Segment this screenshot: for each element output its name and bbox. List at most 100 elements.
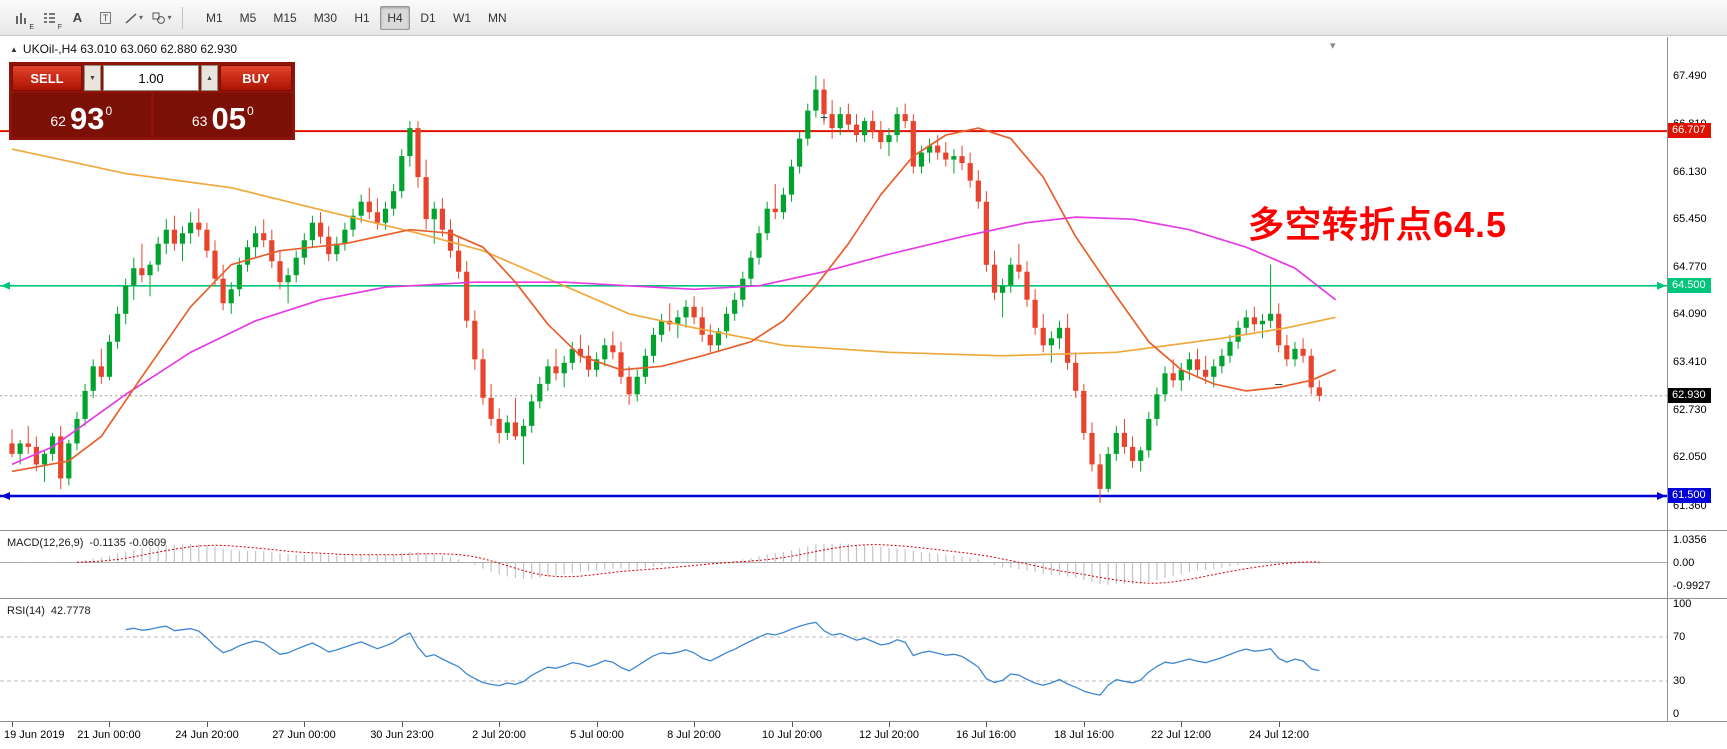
candle-body <box>293 257 299 276</box>
candle-body <box>707 334 713 346</box>
chart-marker-dash-icon[interactable]: – <box>1275 376 1283 391</box>
candle-body <box>447 229 454 251</box>
time-tick <box>402 722 403 727</box>
time-axis[interactable]: 19 Jun 2019 21 Jun 00:00 24 Jun 20:00 27 Ju… <box>0 722 1727 749</box>
candle-body <box>585 355 592 370</box>
textbox-tool-icon[interactable]: T <box>92 5 119 31</box>
candle-body <box>488 397 494 419</box>
time-axis-label: 10 Jul 20:00 <box>762 729 822 741</box>
candle-body <box>659 320 665 335</box>
chart-shift-marker-icon[interactable]: ▾ <box>1330 40 1336 52</box>
timeframe-H1[interactable]: H1 <box>354 10 370 25</box>
candle-body <box>407 128 413 157</box>
price-axis-label: 65.450 <box>1673 213 1707 226</box>
sell-price-prefix: 62 <box>50 113 66 129</box>
candles-group <box>9 75 1322 503</box>
chart-annotation-text[interactable]: 多空转折点64.5 <box>1248 204 1508 245</box>
candle-body <box>642 355 648 377</box>
candle-body <box>1170 373 1176 381</box>
time-tick <box>12 722 13 727</box>
candle-body <box>788 166 795 195</box>
candle-body <box>236 264 242 290</box>
candle-body <box>845 114 851 125</box>
candle-body <box>301 240 307 258</box>
macd-indicator-panel[interactable] <box>0 532 1667 598</box>
candle-body <box>366 201 372 213</box>
candle-body <box>25 443 31 447</box>
candle-body <box>1316 387 1322 396</box>
trendline-tool-icon[interactable]: ▾ <box>120 5 147 31</box>
candle-body <box>58 436 64 479</box>
candle-body <box>147 264 153 276</box>
panel-separator[interactable] <box>0 598 1727 599</box>
candle-body <box>545 366 551 384</box>
timeframe-W1[interactable]: W1 <box>453 10 472 25</box>
candle-body <box>1024 271 1030 300</box>
panel-separator[interactable] <box>0 530 1727 531</box>
candle-body <box>772 208 778 213</box>
volume-input[interactable]: 1.00 <box>103 65 199 91</box>
timeframe-D1[interactable]: D1 <box>420 10 436 25</box>
timeframe-MN[interactable]: MN <box>488 10 507 25</box>
timeframe-M15[interactable]: M15 <box>273 10 297 25</box>
buy-button[interactable]: BUY <box>220 65 292 91</box>
rsi-indicator-panel[interactable] <box>0 600 1667 721</box>
macd-axis-label: 1.0356 <box>1673 534 1707 546</box>
chart-marker-plus-icon[interactable]: + <box>820 110 828 125</box>
candle-body <box>399 156 405 192</box>
candle-body <box>358 201 364 216</box>
candle-body <box>50 436 56 454</box>
candle-body <box>334 243 340 255</box>
time-tick <box>694 722 695 727</box>
candle-body <box>675 317 681 325</box>
candle-body <box>74 418 80 444</box>
candle-body <box>1235 327 1241 342</box>
timeframe-M1[interactable]: M1 <box>206 10 223 25</box>
price-axis-label: 63.410 <box>1673 356 1707 369</box>
price-badge-64.500: 64.500 <box>1668 277 1711 293</box>
price-badge-66.707: 66.707 <box>1668 123 1711 139</box>
buy-price-display[interactable]: 63 05 0 <box>153 93 292 137</box>
sell-price-main: 93 <box>69 101 105 136</box>
candle-body <box>732 299 738 314</box>
macd-values: -0.1135 -0.0609 <box>89 537 167 549</box>
sell-price-display[interactable]: 62 93 0 <box>12 93 151 137</box>
timeframe-M5[interactable]: M5 <box>239 10 257 25</box>
bar-chart-icon[interactable]: E <box>8 5 35 31</box>
candle-body <box>131 268 137 286</box>
candle-body <box>878 131 884 143</box>
volume-down-button[interactable]: ▼ <box>84 65 101 91</box>
price-axis-label: 62.050 <box>1673 451 1707 464</box>
macd-name: MACD(12,26,9) <box>7 537 84 549</box>
candle-body <box>285 275 291 283</box>
candle-body <box>504 422 510 433</box>
candle-body <box>188 222 194 234</box>
candle-body <box>33 446 39 465</box>
ma-fast-redorange <box>11 127 1336 473</box>
text-tool-icon[interactable]: A <box>72 10 83 25</box>
sell-price-sup: 0 <box>105 104 113 118</box>
rsi-axis-label: 0 <box>1673 708 1680 720</box>
shapes-tool-icon[interactable]: ▾ <box>148 5 175 31</box>
panel-separator[interactable] <box>0 721 1727 722</box>
timeframe-M30[interactable]: M30 <box>313 10 338 25</box>
macd-label: MACD(12,26,9) -0.1135 -0.0609 <box>7 537 166 549</box>
time-axis-label: 24 Jul 12:00 <box>1249 729 1309 741</box>
candle-body <box>115 313 121 342</box>
candle-body <box>1154 394 1160 419</box>
volume-up-button[interactable]: ▲ <box>201 65 218 91</box>
time-axis-label: 2 Jul 20:00 <box>472 729 526 741</box>
collapse-icon[interactable]: ▲ <box>10 44 18 54</box>
candle-body <box>951 156 957 160</box>
candle-body <box>163 229 169 244</box>
candle-body <box>902 114 908 122</box>
candle-body <box>1268 313 1274 321</box>
sell-button[interactable]: SELL <box>12 65 82 91</box>
trendline-tool-caret-icon[interactable]: ▾ <box>138 13 143 22</box>
grid-list-icon[interactable]: F <box>36 5 63 31</box>
shapes-tool-caret-icon[interactable]: ▾ <box>167 13 172 22</box>
candle-body <box>98 366 104 377</box>
timeframe-H4[interactable]: H4 <box>380 5 411 30</box>
main-candlestick-chart[interactable]: +– <box>0 37 1667 531</box>
candle-body <box>123 285 129 314</box>
